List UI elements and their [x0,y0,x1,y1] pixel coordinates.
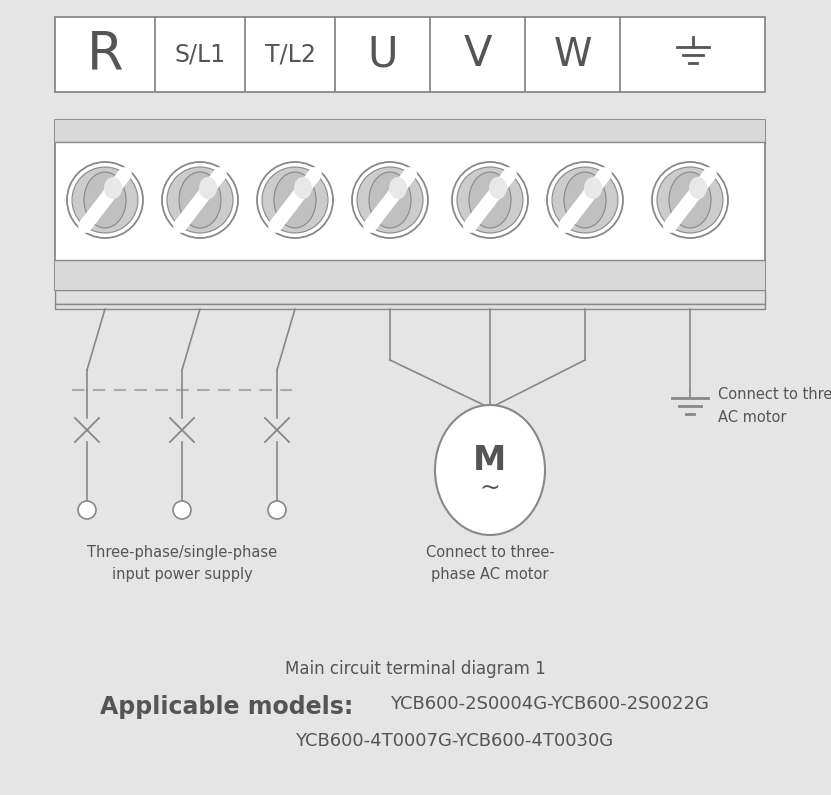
Text: M: M [474,444,507,476]
Ellipse shape [435,405,545,535]
Ellipse shape [689,177,707,199]
Circle shape [162,162,238,238]
Bar [55,304,765,309]
Ellipse shape [274,172,316,228]
Bar [55,17,765,92]
Ellipse shape [179,172,221,228]
Bar [55,290,765,304]
Bar [55,260,765,290]
Circle shape [452,162,528,238]
Circle shape [262,167,328,233]
Circle shape [67,162,143,238]
Text: S/L1: S/L1 [175,42,225,67]
Text: YCB600-4T0007G-YCB600-4T0030G: YCB600-4T0007G-YCB600-4T0030G [295,732,613,750]
Text: Connect to three-phase
AC motor: Connect to three-phase AC motor [718,387,831,425]
Circle shape [652,162,728,238]
Text: W: W [553,36,592,73]
Ellipse shape [564,172,606,228]
Circle shape [268,501,286,519]
Ellipse shape [199,177,217,199]
Text: Main circuit terminal diagram 1: Main circuit terminal diagram 1 [285,660,545,678]
Ellipse shape [84,172,126,228]
Bar [55,120,765,290]
Bar [55,120,765,142]
Ellipse shape [389,177,407,199]
Ellipse shape [469,172,511,228]
Ellipse shape [669,172,711,228]
Circle shape [657,167,723,233]
Circle shape [78,501,96,519]
Text: ~: ~ [479,476,500,500]
Ellipse shape [294,177,312,199]
Text: Three-phase/single-phase
input power supply: Three-phase/single-phase input power sup… [87,545,277,582]
Text: Connect to three-
phase AC motor: Connect to three- phase AC motor [425,545,554,582]
Text: R: R [86,29,123,80]
Circle shape [72,167,138,233]
Circle shape [257,162,333,238]
Ellipse shape [489,177,507,199]
Circle shape [357,167,423,233]
Circle shape [552,167,618,233]
Circle shape [167,167,233,233]
Text: V: V [463,33,492,76]
Circle shape [173,501,191,519]
Circle shape [352,162,428,238]
Circle shape [547,162,623,238]
Text: T/L2: T/L2 [264,42,316,67]
Ellipse shape [584,177,602,199]
Text: YCB600-2S0004G-YCB600-2S0022G: YCB600-2S0004G-YCB600-2S0022G [390,695,709,713]
Circle shape [457,167,523,233]
Ellipse shape [104,177,122,199]
Text: U: U [367,33,398,76]
Text: Applicable models:: Applicable models: [100,695,353,719]
Ellipse shape [369,172,411,228]
